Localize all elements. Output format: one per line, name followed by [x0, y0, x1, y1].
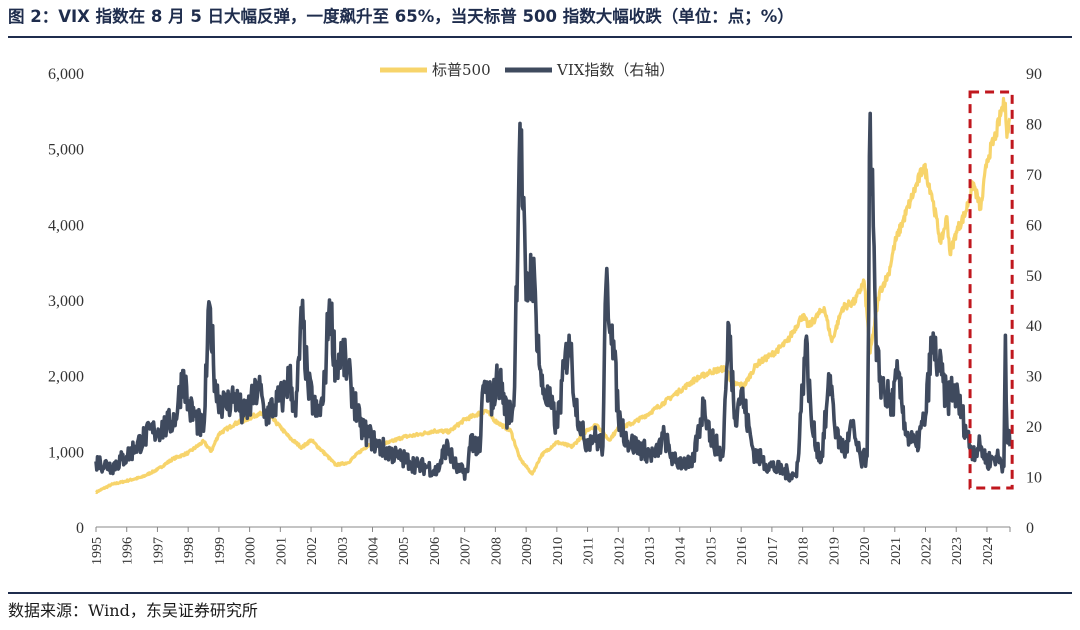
right-tick-label: 90	[1026, 66, 1042, 83]
chart-canvas: 0 1,000 2,000 3,000 4,000 5,000 6,000 0 10 20 30 4…	[48, 61, 1042, 565]
x-tick-label: 2016	[735, 537, 750, 565]
top-rule	[8, 36, 1072, 38]
x-tick-label: 2003	[336, 537, 351, 565]
x-tick-label: 2012	[612, 537, 627, 565]
x-tick-label: 2017	[766, 537, 781, 565]
x-tick-label: 2023	[950, 537, 965, 565]
right-tick-label: 60	[1026, 217, 1042, 234]
legend-label-vix: VIX指数（右轴）	[556, 61, 674, 79]
right-tick-label: 80	[1026, 116, 1042, 133]
left-tick-label: 1,000	[48, 444, 84, 461]
right-tick-label: 10	[1026, 470, 1042, 487]
legend: 标普500 VIX指数（右轴）	[380, 61, 674, 79]
x-tick-label: 2010	[551, 537, 566, 565]
x-tick-label: 2020	[858, 537, 873, 565]
right-tick-label: 0	[1026, 520, 1034, 537]
right-y-axis: 0 10 20 30 40 50 60 70 80 90	[1026, 66, 1042, 537]
x-tick-label: 2005	[397, 537, 412, 565]
x-tick-label: 2009	[520, 537, 535, 565]
x-tick-label: 2021	[889, 537, 904, 565]
x-tick-label: 2013	[643, 537, 658, 565]
x-tick-label: 2002	[305, 537, 320, 565]
legend-label-spx: 标普500	[432, 61, 491, 79]
left-tick-label: 5,000	[48, 142, 84, 159]
x-tick-label: 2006	[428, 537, 443, 565]
x-tick-label: 2004	[367, 537, 382, 565]
x-tick-label: 2014	[674, 537, 689, 565]
right-tick-label: 20	[1026, 419, 1042, 436]
right-tick-label: 50	[1026, 268, 1042, 285]
x-tick-label: 2011	[582, 537, 597, 564]
x-tick-label: 1997	[151, 537, 166, 565]
left-y-axis: 0 1,000 2,000 3,000 4,000 5,000 6,000	[48, 66, 84, 537]
left-tick-label: 0	[76, 520, 84, 537]
x-axis: 1995 1996 1997 1998 1999 2000 2001 2002 2003 2004…	[90, 526, 1011, 565]
left-tick-label: 2,000	[48, 369, 84, 386]
right-tick-label: 40	[1026, 318, 1042, 335]
series-line-vix	[94, 111, 1012, 483]
left-tick-label: 4,000	[48, 217, 84, 234]
x-tick-label: 2008	[489, 537, 504, 565]
left-tick-label: 6,000	[48, 66, 84, 83]
series-layer	[94, 96, 1012, 495]
x-tick-label: 2007	[459, 537, 474, 565]
series-line-spx	[95, 96, 1012, 495]
x-tick-label: 2019	[827, 537, 842, 565]
x-tick-label: 2000	[244, 537, 259, 565]
x-tick-label: 1996	[121, 537, 136, 565]
x-tick-label: 1999	[213, 537, 228, 565]
right-tick-label: 70	[1026, 167, 1042, 184]
right-tick-label: 30	[1026, 369, 1042, 386]
x-tick-label: 2024	[981, 537, 996, 565]
x-tick-label: 1998	[182, 537, 197, 565]
highlight-box	[968, 90, 1014, 490]
x-tick-label: 2018	[797, 537, 812, 565]
chart-title: 图 2：VIX 指数在 8 月 5 日大幅反弹，一度飙升至 65%，当天标普 5…	[8, 7, 794, 26]
x-tick-label: 2022	[920, 537, 935, 565]
bottom-rule	[8, 592, 1072, 594]
x-tick-label: 1995	[90, 537, 105, 565]
x-tick-label: 2001	[274, 537, 289, 565]
left-tick-label: 3,000	[48, 293, 84, 310]
x-tick-label: 2015	[704, 537, 719, 565]
source-note: 数据来源：Wind，东吴证券研究所	[8, 601, 258, 620]
